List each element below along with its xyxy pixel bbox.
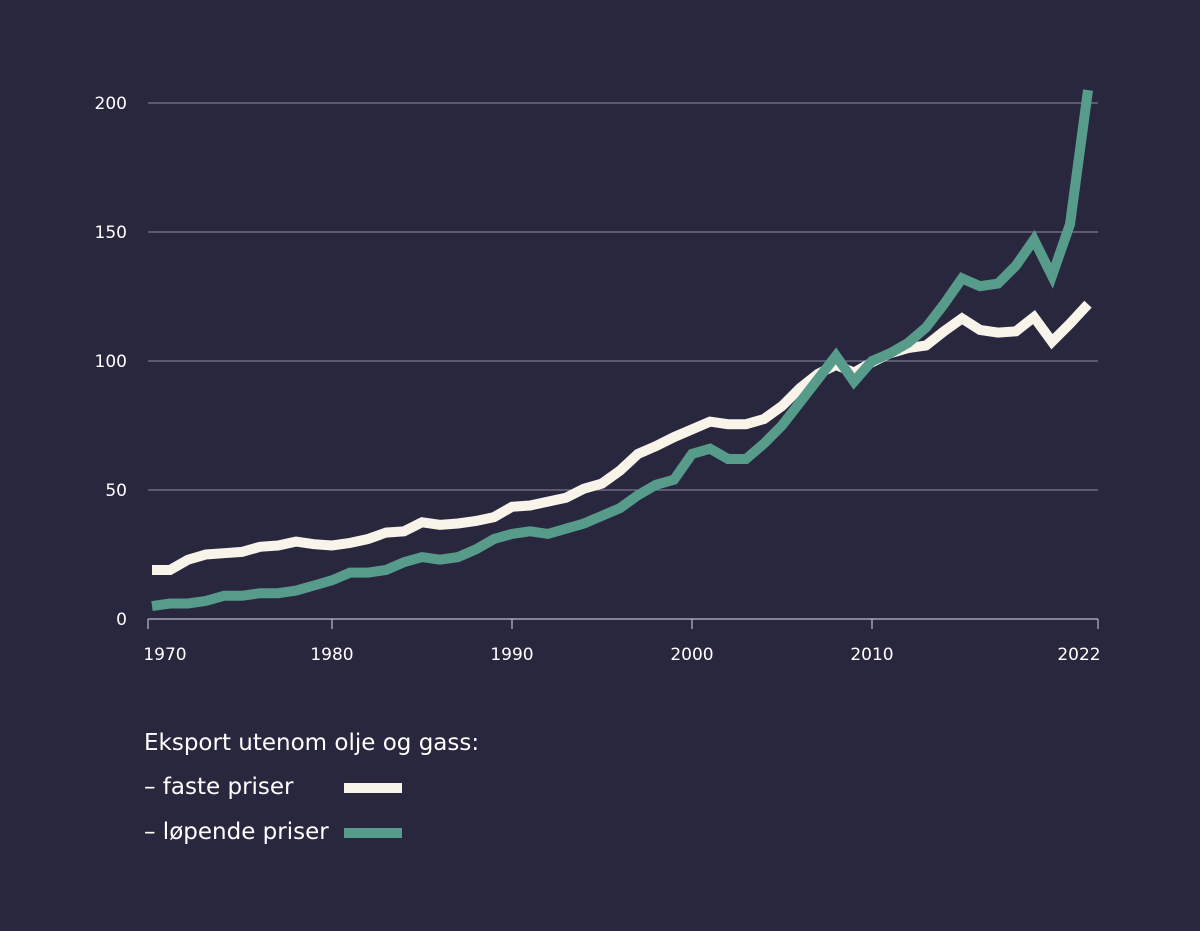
series-line-lopende-priser xyxy=(151,89,1093,612)
legend-label-lopende-priser: – løpende priser xyxy=(144,819,329,845)
x-axis-ticks: 1970 1980 1990 2000 2010 2022 xyxy=(143,619,1101,665)
series-lines xyxy=(151,89,1093,612)
y-axis-tick-labels: 0 50 100 150 200 xyxy=(95,94,127,630)
gridlines xyxy=(148,102,1098,491)
x-tick-label-1980: 1980 xyxy=(310,645,353,665)
x-tick-label-1970: 1970 xyxy=(143,645,186,665)
y-tick-label-0: 0 xyxy=(116,610,127,630)
x-tick-label-2022: 2022 xyxy=(1057,645,1100,665)
x-tick-label-2010: 2010 xyxy=(850,645,893,665)
legend: Eksport utenom olje og gass: – faste pri… xyxy=(144,730,479,845)
x-tick-label-2000: 2000 xyxy=(670,645,713,665)
y-tick-label-150: 150 xyxy=(95,223,127,243)
y-tick-label-100: 100 xyxy=(95,352,127,372)
legend-label-faste-priser: – faste priser xyxy=(144,774,294,800)
y-tick-label-200: 200 xyxy=(95,94,127,114)
series-line-faste-priser xyxy=(152,300,1092,575)
y-tick-label-50: 50 xyxy=(105,481,127,501)
legend-title: Eksport utenom olje og gass: xyxy=(144,730,479,756)
x-tick-label-1990: 1990 xyxy=(490,645,533,665)
